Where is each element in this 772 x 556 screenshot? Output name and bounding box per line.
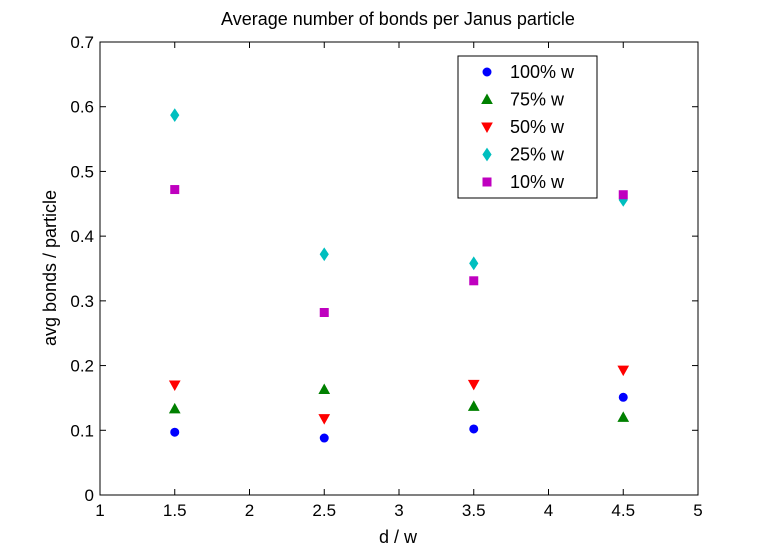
legend: 100% w 75% w 50% w 25% w 10% w (457, 55, 598, 199)
data-point-series-1 (170, 427, 180, 437)
x-axis-ticks: 1 1.5 2 2.5 3 3.5 4 4.5 5 (95, 42, 703, 520)
legend-label-3: 50% w (510, 117, 565, 137)
y-tick-label: 0 (85, 486, 94, 505)
y-tick-label: 0.1 (70, 421, 94, 440)
legend-marker-2 (481, 93, 493, 104)
legend-label-1: 100% w (510, 62, 575, 82)
y-tick-label: 0.4 (70, 227, 94, 246)
data-point-series-3 (168, 380, 181, 392)
y-axis-title: avg bonds / particle (40, 190, 60, 346)
data-point-series-5 (469, 276, 479, 286)
y-tick-label: 0.6 (70, 98, 94, 117)
data-point-series-5 (319, 308, 329, 318)
x-tick-label: 1.5 (163, 501, 187, 520)
x-tick-label: 3.5 (462, 501, 486, 520)
y-tick-label: 0.5 (70, 162, 94, 181)
y-axis-ticks: 0 0.1 0.2 0.3 0.4 0.5 0.6 0.7 (70, 33, 698, 505)
x-tick-label: 2.5 (312, 501, 336, 520)
data-point-series-3 (318, 414, 331, 425)
chart-title: Average number of bonds per Janus partic… (221, 9, 575, 29)
x-tick-label: 1 (95, 501, 104, 520)
y-tick-label: 0.3 (70, 292, 94, 311)
data-point-series-2 (617, 411, 630, 422)
data-point-series-4 (319, 247, 329, 262)
data-point-series-1 (618, 392, 628, 402)
legend-label-5: 10% w (510, 172, 565, 192)
data-point-series-4 (170, 108, 180, 123)
legend-marker-3 (481, 122, 493, 134)
legend-label-2: 75% w (510, 90, 565, 110)
data-point-series-2 (467, 400, 480, 411)
legend-box (457, 55, 598, 199)
data-point-series-1 (319, 433, 329, 443)
data-point-series-3 (467, 379, 480, 391)
legend-label-4: 25% w (510, 145, 565, 165)
legend-marker-5 (482, 177, 492, 187)
y-tick-label: 0.2 (70, 357, 94, 376)
data-point-series-2 (318, 383, 331, 395)
x-tick-label: 2 (245, 501, 254, 520)
x-tick-label: 3 (394, 501, 403, 520)
x-tick-label: 5 (693, 501, 702, 520)
data-point-series-3 (617, 365, 630, 377)
data-point-series-4 (469, 256, 479, 271)
data-point-series-5 (170, 185, 180, 195)
legend-marker-4 (482, 147, 492, 162)
plot-background (100, 42, 698, 495)
y-tick-label: 0.7 (70, 33, 94, 52)
data-point-series-5 (618, 190, 628, 200)
x-axis-title: d / w (379, 527, 418, 547)
legend-marker-1 (482, 67, 492, 77)
data-marks (168, 108, 630, 443)
data-point-series-1 (469, 424, 479, 434)
x-tick-label: 4 (544, 501, 553, 520)
x-tick-label: 4.5 (611, 501, 635, 520)
data-point-series-2 (168, 402, 181, 414)
